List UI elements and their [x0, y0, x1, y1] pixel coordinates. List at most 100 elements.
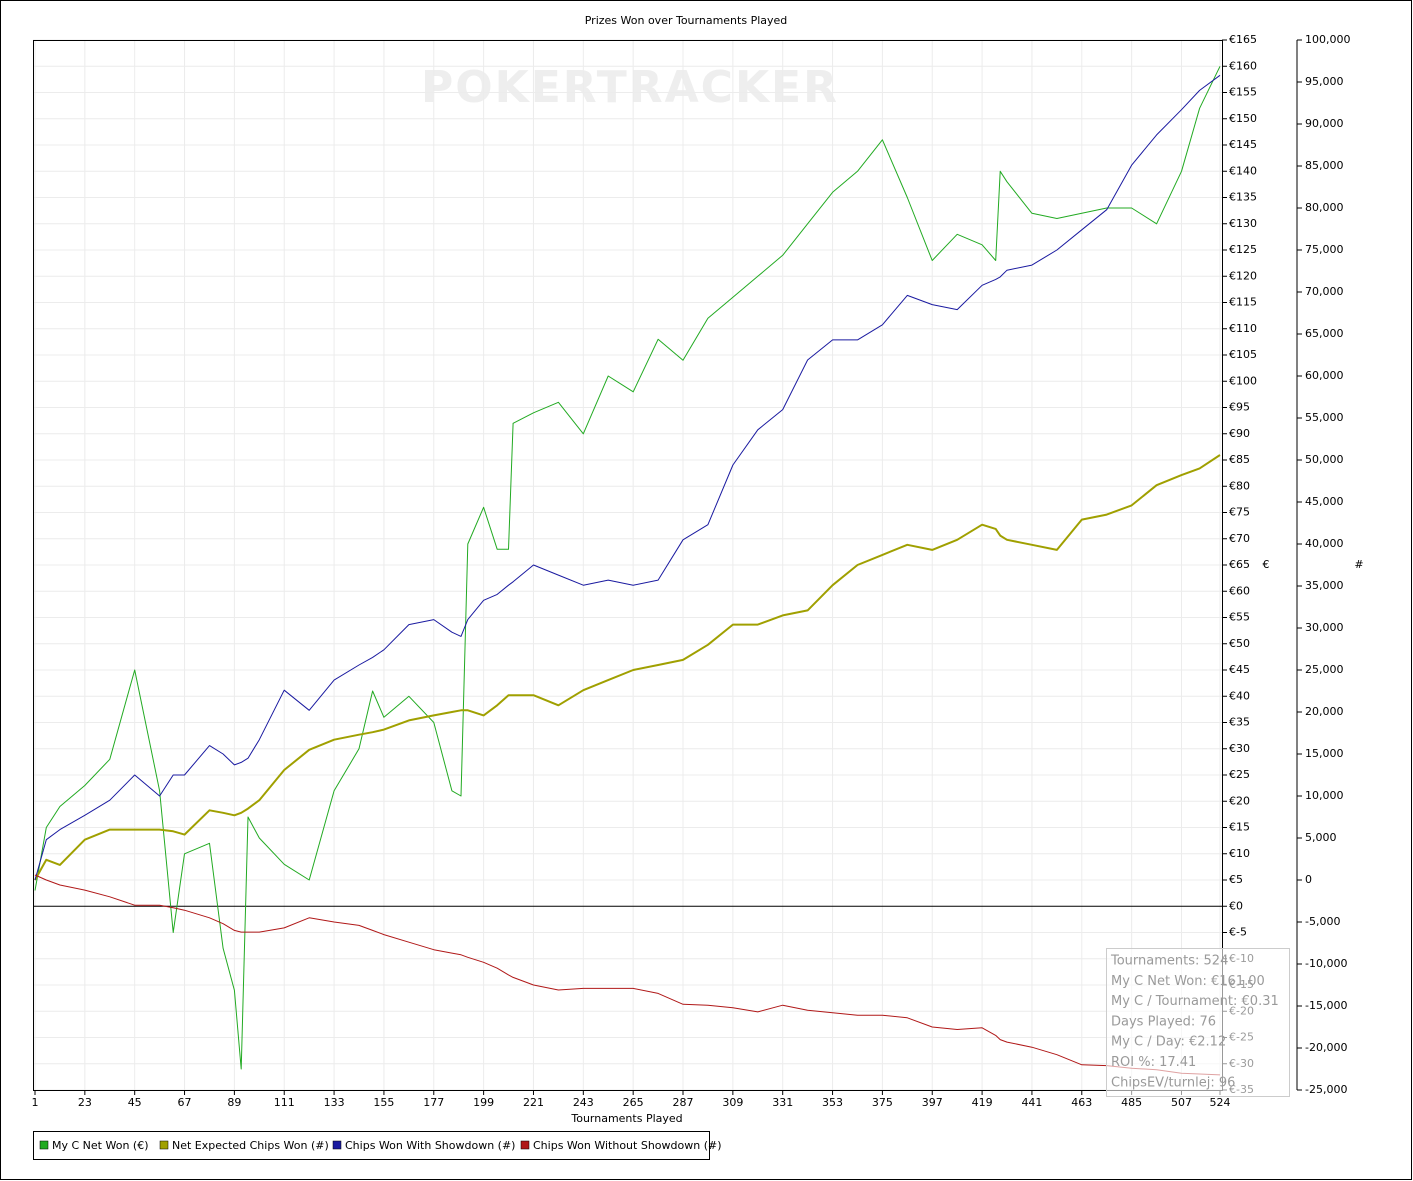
y-tick-label: €165	[1229, 33, 1257, 46]
y-tick-label: €0	[1229, 899, 1243, 912]
stats-line: ChipsEV/turnlej: 96	[1111, 1075, 1235, 1090]
y-tick-label: €60	[1229, 584, 1250, 597]
y-tick-label: €65	[1229, 558, 1250, 571]
y2-tick-label: -5,000	[1305, 915, 1340, 928]
x-tick-label: 507	[1171, 1096, 1192, 1109]
y2-tick-label: 85,000	[1305, 159, 1344, 172]
stats-box	[1106, 948, 1290, 1097]
legend-label: My C Net Won (€)	[52, 1139, 149, 1152]
x-tick-label: 133	[324, 1096, 345, 1109]
series-line	[34, 74, 1221, 881]
y-tick-label: €25	[1229, 768, 1250, 781]
y-tick-label: €115	[1229, 296, 1257, 309]
x-tick-label: 441	[1021, 1096, 1042, 1109]
y-axis-title: €	[1263, 558, 1270, 571]
y2-tick-label: -10,000	[1305, 957, 1347, 970]
y-tick-label: €-5	[1229, 926, 1247, 939]
y2-tick-label: 40,000	[1305, 537, 1344, 550]
y-tick-label: €15	[1229, 821, 1250, 834]
x-tick-label: 45	[128, 1096, 142, 1109]
y2-tick-label: 0	[1305, 873, 1312, 886]
y2-tick-label: -20,000	[1305, 1041, 1347, 1054]
y2-tick-label: 70,000	[1305, 285, 1344, 298]
x-tick-label: 397	[922, 1096, 943, 1109]
watermark: POKERTRACKER	[421, 62, 839, 113]
y2-tick-label: -15,000	[1305, 999, 1347, 1012]
x-tick-label: 287	[673, 1096, 694, 1109]
legend-label: Chips Won With Showdown (#)	[345, 1139, 515, 1152]
y-tick-label: €35	[1229, 716, 1250, 729]
x-tick-label: 524	[1210, 1096, 1231, 1109]
y2-tick-label: 50,000	[1305, 453, 1344, 466]
y-tick-label: €50	[1229, 637, 1250, 650]
y2-axis-title: #	[1354, 558, 1363, 571]
y-tick-label: €20	[1229, 794, 1250, 807]
y-tick-label: €40	[1229, 689, 1250, 702]
y-tick-label: €10	[1229, 847, 1250, 860]
y-tick-label: €155	[1229, 86, 1257, 99]
chart-title: Prizes Won over Tournaments Played	[585, 14, 788, 27]
y-tick-label: €85	[1229, 453, 1250, 466]
stats-line: My C Net Won: €161.00	[1111, 974, 1265, 989]
y-tick-label: €70	[1229, 532, 1250, 545]
y-tick-label: €110	[1229, 322, 1257, 335]
x-tick-label: 309	[722, 1096, 743, 1109]
y2-tick-label: 60,000	[1305, 369, 1344, 382]
y-tick-label: €75	[1229, 506, 1250, 519]
y2-tick-label: 75,000	[1305, 243, 1344, 256]
x-tick-label: 243	[573, 1096, 594, 1109]
x-tick-label: 155	[373, 1096, 394, 1109]
x-axis-title: Tournaments Played	[570, 1112, 682, 1125]
y-tick-label: €105	[1229, 348, 1257, 361]
y2-tick-label: 55,000	[1305, 411, 1344, 424]
y2-tick-label: 25,000	[1305, 663, 1344, 676]
x-tick-label: 177	[423, 1096, 444, 1109]
y2-tick-label: 5,000	[1305, 831, 1337, 844]
y-tick-label: €45	[1229, 663, 1250, 676]
y-tick-label: €125	[1229, 243, 1257, 256]
y2-tick-label: 10,000	[1305, 789, 1344, 802]
y2-tick-label: 90,000	[1305, 117, 1344, 130]
y-tick-label: €140	[1229, 164, 1257, 177]
y2-tick-label: 80,000	[1305, 201, 1344, 214]
stats-line: My C / Tournament: €0.31	[1111, 994, 1279, 1009]
y-tick-label: €95	[1229, 401, 1250, 414]
legend-swatch	[520, 1140, 530, 1150]
y2-tick-label: -25,000	[1305, 1083, 1347, 1096]
plot-area	[33, 40, 1223, 1091]
y-tick-label: €135	[1229, 191, 1257, 204]
x-tick-label: 1	[32, 1096, 39, 1109]
y-tick-label: €160	[1229, 59, 1257, 72]
y-tick-label: €90	[1229, 427, 1250, 440]
y-tick-label: €30	[1229, 742, 1250, 755]
y-tick-label: €145	[1229, 138, 1257, 151]
series-line	[34, 874, 1221, 1076]
x-tick-label: 463	[1071, 1096, 1092, 1109]
stats-line: My C / Day: €2.12	[1111, 1035, 1226, 1050]
y2-tick-label: 100,000	[1305, 33, 1351, 46]
y2-tick-label: 30,000	[1305, 621, 1344, 634]
stats-line: ROI %: 17.41	[1111, 1055, 1196, 1070]
y-tick-label: €130	[1229, 217, 1257, 230]
y2-tick-label: 45,000	[1305, 495, 1344, 508]
y2-tick-label: 35,000	[1305, 579, 1344, 592]
stats-line: Tournaments: 524	[1110, 954, 1228, 969]
y-tick-label: €150	[1229, 112, 1257, 125]
x-tick-label: 111	[274, 1096, 295, 1109]
legend-label: Chips Won Without Showdown (#)	[533, 1139, 722, 1152]
x-tick-label: 375	[872, 1096, 893, 1109]
x-tick-label: 23	[78, 1096, 92, 1109]
y-tick-label: €100	[1229, 374, 1257, 387]
x-tick-label: 331	[772, 1096, 793, 1109]
y-tick-label: €5	[1229, 873, 1243, 886]
legend-swatch	[39, 1140, 49, 1150]
legend	[33, 1131, 710, 1160]
x-tick-label: 221	[523, 1096, 544, 1109]
y2-tick-label: 65,000	[1305, 327, 1344, 340]
y-tick-label: €120	[1229, 269, 1257, 282]
y2-tick-label: 20,000	[1305, 705, 1344, 718]
x-tick-label: 199	[473, 1096, 494, 1109]
x-tick-label: 89	[227, 1096, 241, 1109]
x-tick-label: 419	[972, 1096, 993, 1109]
